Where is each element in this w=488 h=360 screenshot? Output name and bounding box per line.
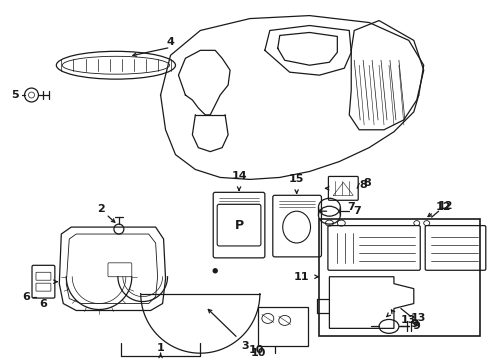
Text: 15: 15 bbox=[288, 175, 304, 184]
Text: 12: 12 bbox=[437, 201, 452, 211]
Text: 8: 8 bbox=[363, 179, 370, 188]
Text: 8: 8 bbox=[359, 180, 366, 190]
Text: 6: 6 bbox=[40, 298, 47, 309]
Text: 12: 12 bbox=[435, 202, 450, 212]
Text: 10: 10 bbox=[250, 348, 265, 358]
Text: 4: 4 bbox=[166, 37, 174, 48]
Text: 11: 11 bbox=[293, 272, 309, 282]
Text: 6: 6 bbox=[22, 292, 30, 302]
Text: 2: 2 bbox=[97, 204, 105, 214]
Text: 9: 9 bbox=[412, 321, 420, 332]
Text: 14: 14 bbox=[231, 171, 246, 181]
Bar bbox=[319, 219, 479, 336]
Text: 1: 1 bbox=[156, 343, 164, 353]
Text: 13: 13 bbox=[400, 315, 416, 325]
Text: 9: 9 bbox=[410, 319, 418, 329]
Bar bbox=[257, 306, 307, 346]
Text: 3: 3 bbox=[241, 341, 248, 351]
Text: 10: 10 bbox=[248, 345, 263, 355]
Circle shape bbox=[213, 269, 217, 273]
Text: 7: 7 bbox=[353, 206, 360, 216]
Text: 7: 7 bbox=[346, 202, 354, 212]
Text: 5: 5 bbox=[11, 90, 19, 100]
Text: 13: 13 bbox=[410, 314, 426, 323]
Text: P: P bbox=[234, 219, 243, 231]
